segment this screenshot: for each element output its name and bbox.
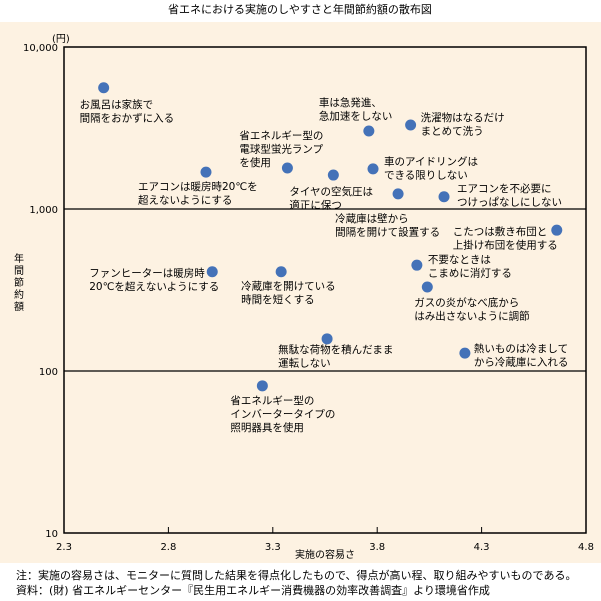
point-label-line: つけっぱなしにしない: [457, 196, 562, 208]
point-label: タイヤの空気圧は適正に保つ: [289, 185, 373, 212]
chart-note: 注：実施の容易さは、モニターに質問した結果を得点化したもので、得点が高い程、取り…: [16, 569, 577, 582]
point-label: 冷蔵庫を開けている時間を短くする: [241, 280, 335, 307]
point-label: 洗濯物はなるだけまとめて洗う: [421, 111, 505, 138]
point-label: 冷蔵庫は壁から間隔を開けて設置する: [335, 212, 440, 239]
point-label-line: こたつは敷き布団と: [453, 225, 548, 238]
data-point: [281, 162, 293, 174]
point-label: 省エネルギー型のインバータータイプの照明器具を使用: [230, 394, 335, 434]
point-label-line: 20℃を超えないようにする: [89, 280, 219, 293]
point-label-line: 省エネルギー型の: [239, 129, 323, 142]
y-unit-label: (円): [52, 34, 70, 45]
point-label: 車は急発進、急加速をしない: [319, 96, 393, 123]
data-point: [392, 188, 404, 200]
x-tick-label: 2.8: [160, 542, 176, 553]
point-label-line: 照明器具を使用: [230, 421, 303, 434]
point-label-line: 不要なときは: [428, 254, 491, 266]
data-point: [363, 125, 375, 137]
point-label-line: 電球型蛍光ランプ: [239, 143, 323, 156]
point-label: エアコンを不必要につけっぱなしにしない: [457, 182, 562, 209]
data-point: [438, 191, 450, 203]
point-label-line: 車は急発進、: [319, 96, 382, 109]
point-label: 車のアイドリングはできる限りしない: [384, 155, 478, 182]
point-label-line: こまめに消灯する: [428, 267, 512, 280]
point-label-line: 洗濯物はなるだけ: [421, 111, 505, 124]
point-label: お風呂は家族で間隔をおかずに入る: [80, 98, 175, 125]
y-tick-label: 1,000: [29, 205, 58, 216]
chart-background: [0, 22, 601, 563]
y-tick-label: 10,000: [23, 43, 58, 54]
point-label-line: 超えないようにする: [138, 194, 232, 207]
point-label-line: 上掛け布団を使用する: [453, 239, 558, 252]
x-tick-label: 4.3: [474, 542, 490, 553]
y-axis-label-char: 間: [14, 265, 24, 277]
point-label: ガスの炎がなべ底からはみ出さないように調節: [414, 296, 529, 323]
y-axis-label: 年間節約額: [14, 252, 24, 313]
x-tick-label: 4.8: [578, 542, 594, 553]
point-label: 省エネルギー型の電球型蛍光ランプを使用: [239, 129, 323, 169]
data-point: [327, 169, 339, 181]
data-point: [200, 166, 212, 178]
chart-title: 省エネにおける実施のしやすさと年間節約額の散布図: [168, 2, 432, 16]
point-label-line: から冷蔵庫に入れる: [474, 356, 569, 369]
data-point: [256, 380, 268, 392]
point-label-line: 急加速をしない: [319, 110, 393, 123]
x-tick-label: 3.3: [265, 542, 281, 553]
x-tick-label: 3.8: [369, 542, 385, 553]
point-label: こたつは敷き布団と上掛け布団を使用する: [453, 225, 558, 252]
plot-frame: [63, 46, 587, 534]
point-label: エアコンは暖房時20℃を超えないようにする: [138, 180, 258, 207]
point-label-line: はみ出さないように調節: [414, 310, 529, 323]
point-labels: お風呂は家族で間隔をおかずに入るエアコンは暖房時20℃を超えないようにする省エネ…: [80, 96, 569, 434]
data-point: [275, 266, 287, 278]
point-label: ファンヒーターは暖房時 20℃を超えないようにする: [89, 267, 219, 294]
axes: 10 100 1,000 10,000 2.3 2.8 3.3 3.8 4.3 4.8: [23, 43, 594, 553]
data-point: [459, 347, 471, 359]
data-point: [206, 266, 218, 278]
point-label-line: を使用: [239, 156, 271, 169]
y-axis-label-char: 約: [14, 288, 24, 301]
point-label: 熱いものは冷ましてから冷蔵庫に入れる: [474, 342, 569, 369]
scatter-chart: 省エネにおける実施のしやすさと年間節約額の散布図 (円) 実施の容易さ 年間節約…: [0, 2, 601, 563]
point-label: 無駄な荷物を積んだまま運転しない: [278, 343, 393, 370]
point-label-line: まとめて洗う: [421, 126, 484, 138]
point-label-line: ファンヒーターは暖房時: [89, 267, 205, 280]
point-label-line: タイヤの空気圧は: [289, 185, 373, 198]
point-label-line: 省エネルギー型の: [230, 394, 314, 407]
point-label-line: エアコンを不必要に: [457, 182, 552, 195]
point-label-line: お風呂は家族で: [80, 98, 154, 111]
y-tick-label: 10: [45, 529, 58, 540]
point-label-line: 時間を短くする: [241, 293, 314, 306]
y-axis-label-char: 額: [14, 300, 24, 313]
y-tick-label: 100: [39, 367, 58, 378]
point-label-line: 間隔を開けて設置する: [335, 225, 440, 238]
point-label-line: 冷蔵庫は壁から: [335, 212, 409, 225]
chart-source: 資料：(財) 省エネルギーセンター『民生用エネルギー消費機器の効率改善調査』より…: [16, 584, 490, 597]
point-label-line: 間隔をおかずに入る: [80, 112, 175, 124]
point-label-line: 車のアイドリングは: [384, 155, 478, 168]
data-point: [321, 333, 333, 345]
data-point: [411, 259, 423, 271]
x-tick-label: 2.3: [56, 542, 72, 553]
point-label-line: 適正に保つ: [289, 199, 342, 212]
y-axis-label-char: 節: [14, 276, 24, 289]
point-label-line: 無駄な荷物を積んだまま: [278, 343, 393, 356]
data-point: [405, 119, 417, 131]
data-point: [98, 82, 110, 94]
point-label-line: できる限りしない: [384, 169, 468, 181]
points: [98, 82, 563, 392]
data-point: [551, 224, 563, 236]
data-point: [421, 281, 433, 293]
point-label-line: 熱いものは冷まして: [474, 342, 568, 355]
point-label-line: インバータータイプの: [230, 408, 335, 420]
data-point: [367, 163, 379, 175]
point-label-line: 運転しない: [278, 357, 331, 369]
point-label-line: エアコンは暖房時20℃を: [138, 180, 258, 193]
point-label-line: 冷蔵庫を開けている: [241, 280, 335, 293]
point-label-line: ガスの炎がなべ底から: [414, 296, 519, 309]
y-axis-label-char: 年: [14, 252, 24, 265]
point-label: 不要なときはこまめに消灯する: [428, 254, 512, 280]
x-axis-label: 実施の容易さ: [295, 548, 355, 561]
